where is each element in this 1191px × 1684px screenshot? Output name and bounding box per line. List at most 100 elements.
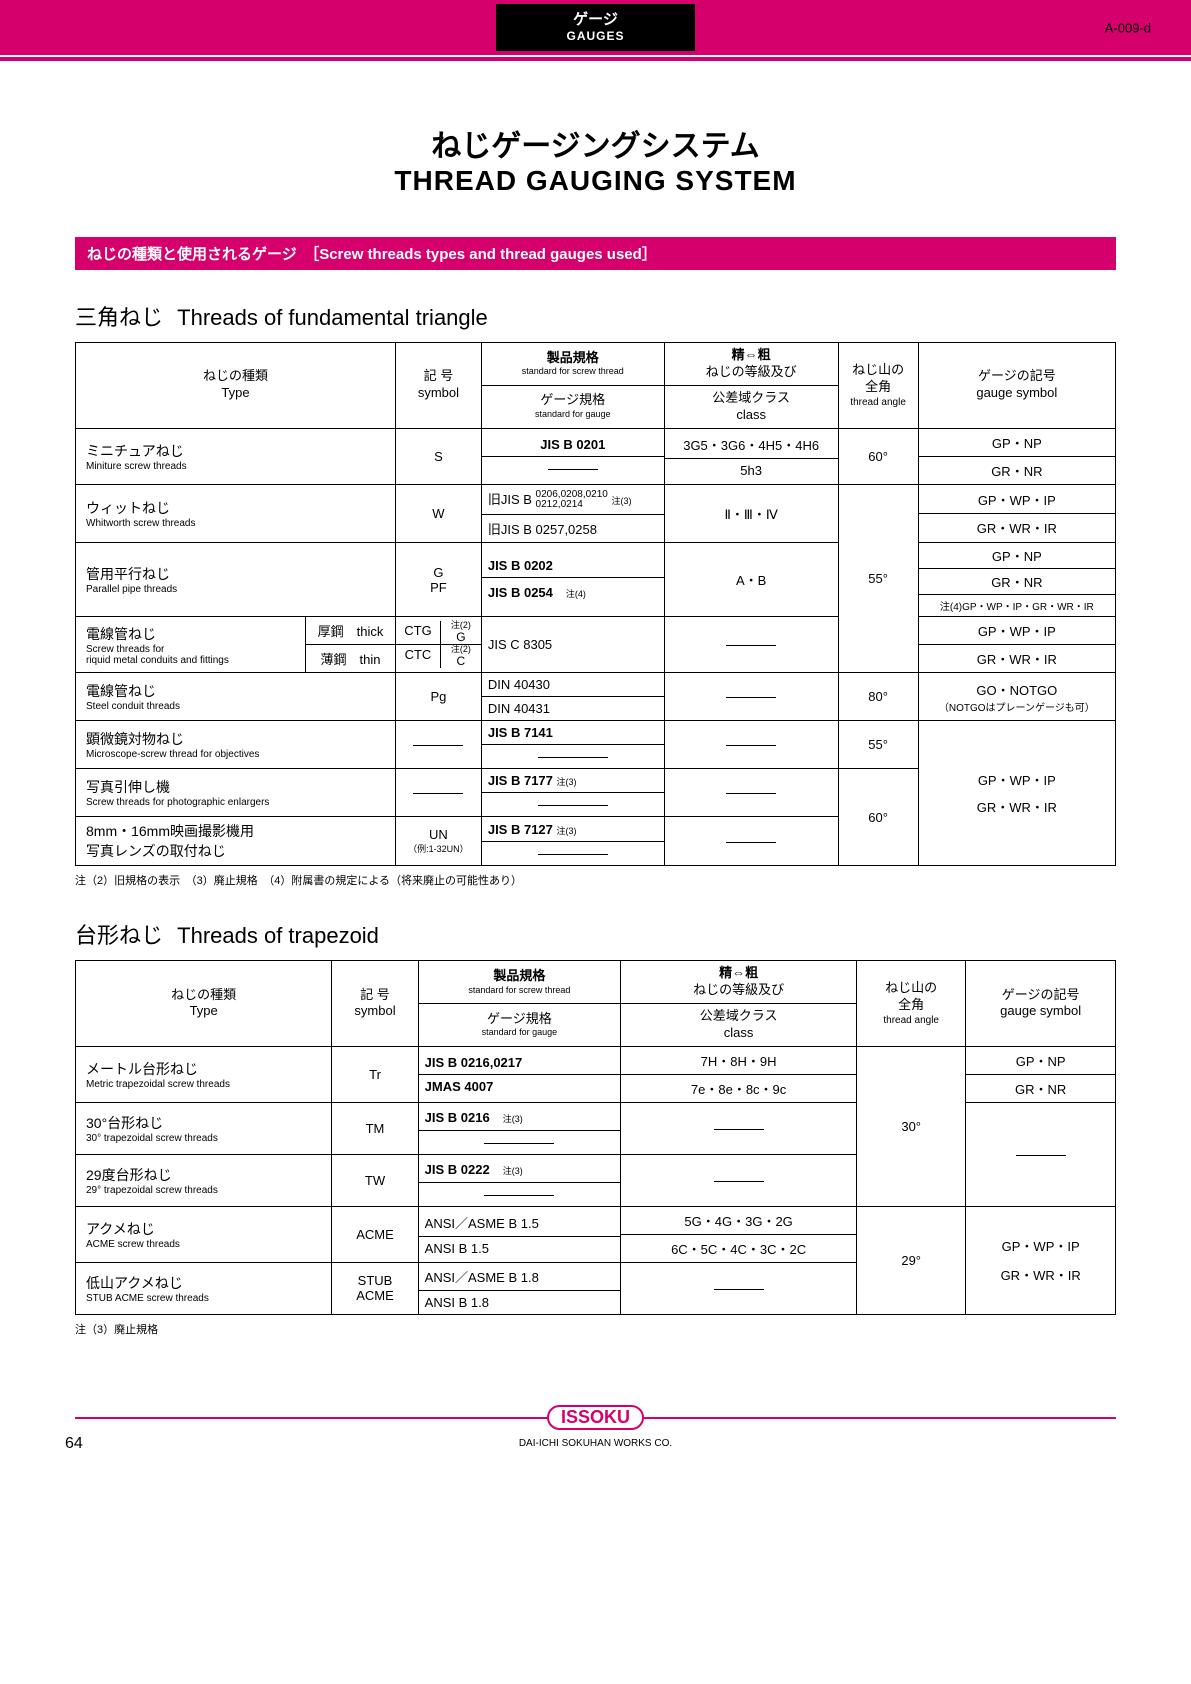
col-class-en: class — [736, 407, 766, 424]
thickness-cell: 厚鋼 thick 薄鋼 thin — [306, 617, 396, 673]
type-cell: 8mm・16mm映画撮影機用 写真レンズの取付ねじ — [76, 817, 396, 866]
col-class-jp3: 公差域クラス — [700, 1008, 778, 1025]
class-cell — [664, 817, 838, 866]
gauge-value: GR・WR・IR — [972, 1265, 1109, 1284]
thin-jp: 薄鋼 — [321, 652, 347, 667]
class-value: 7e・8e・8c・9c — [621, 1075, 856, 1102]
angle-cell: 55° — [838, 721, 918, 769]
type-en: 29° trapezoidal screw threads — [86, 1185, 325, 1196]
col-symbol: 記 号 symbol — [396, 343, 482, 429]
col-angle-jp2: 全角 — [898, 997, 924, 1014]
std-cell: JIS B 7127 注(3) — [481, 817, 664, 866]
std-value: JIS B 0202 — [488, 558, 553, 573]
col-class-top: 精⇔粗 ねじの等級及び — [664, 343, 838, 386]
gauge-cell: GP・NP GR・NR — [918, 428, 1115, 484]
gauge-value: GP・WP・IP — [972, 1236, 1109, 1255]
std-cell: ANSI／ASME B 1.5 ANSI B 1.5 — [418, 1206, 621, 1262]
class-cell: 5G・4G・3G・2G 6C・5C・4C・3C・2C — [621, 1206, 857, 1262]
col-angle-en: thread angle — [850, 396, 906, 409]
std-cell: JIS B 7141 — [481, 721, 664, 769]
table-row: アクメねじ ACME screw threads ACME ANSI／ASME … — [76, 1206, 1116, 1262]
col-type-en: Type — [190, 1003, 218, 1020]
angle-cell: 30° — [857, 1046, 966, 1206]
std-cell: DIN 40430 DIN 40431 — [481, 673, 664, 721]
blank-line — [484, 1143, 554, 1144]
symbol-cell: TW — [332, 1154, 418, 1206]
col-std-gauge-en: standard for gauge — [482, 1027, 558, 1039]
std-value: ANSI／ASME B 1.8 — [419, 1263, 621, 1291]
type-cell: メートル台形ねじ Metric trapezoidal screw thread… — [76, 1046, 332, 1102]
table-row: ウィットねじ Whitworth screw threads W 旧JIS B … — [76, 484, 1116, 543]
section-heading: ねじの種類と使用されるゲージ ［Screw threads types and … — [75, 237, 1116, 270]
gauge-cell: GP・WP・IP GR・WR・IR — [918, 617, 1115, 673]
table-row: 顕微鏡対物ねじ Microscope-screw thread for obje… — [76, 721, 1116, 769]
col-std-gauge-jp: ゲージ規格 — [487, 1011, 552, 1028]
symbol-cell: TM — [332, 1102, 418, 1154]
gauge-cell: GO・NOTGO （NOTGOはプレーンゲージも可） — [918, 673, 1115, 721]
blank-line — [413, 745, 463, 746]
col-gauge: ゲージの記号 gauge symbol — [966, 961, 1116, 1047]
document-code: A-009-d — [1105, 20, 1151, 35]
table-row: 電線管ねじ Steel conduit threads Pg DIN 40430… — [76, 673, 1116, 721]
symbol-cell: STUB ACME — [332, 1262, 418, 1314]
col-class-jp2: ねじの等級及び — [706, 364, 797, 381]
class-value: 5h3 — [665, 459, 838, 482]
std-value: ANSI B 1.5 — [419, 1237, 621, 1260]
angle-cell: 55° — [838, 484, 918, 673]
blank-line — [726, 697, 776, 698]
type-en-1: Screw threads for — [86, 644, 299, 655]
footer-company: DAI-ICHI SOKUHAN WORKS CO. — [75, 1438, 1116, 1449]
sym-c: C — [441, 655, 481, 668]
type-en-2: riquid metal conduits and fittings — [86, 655, 299, 666]
gauge-cell: GP・NP GR・NR 注(4)GP・WP・IP・GR・WR・IR — [918, 543, 1115, 617]
page-content: ねじゲージングシステム THREAD GAUGING SYSTEM ねじの種類と… — [0, 61, 1191, 1469]
class-cell — [621, 1154, 857, 1206]
trapezoid-subheading: 台形ねじ Threads of trapezoid — [75, 918, 1116, 950]
col-symbol: 記 号 symbol — [332, 961, 418, 1047]
col-class-bot: 公差域クラス class — [621, 1003, 857, 1046]
blank-line — [548, 469, 598, 470]
std-value: JMAS 4007 — [425, 1079, 494, 1094]
type-en: STUB ACME screw threads — [86, 1293, 325, 1304]
col-gauge-en: gauge symbol — [976, 385, 1057, 402]
gauge-value: GP・NP — [919, 543, 1115, 569]
col-angle-jp1: ねじ山の — [852, 362, 904, 379]
std-cell: JIS C 8305 — [481, 617, 664, 673]
gauge-value: GP・NP — [966, 1047, 1115, 1075]
sym-un: UN — [402, 827, 475, 842]
sym-1: STUB — [338, 1273, 411, 1288]
triangle-jp: 三角ねじ — [75, 305, 163, 330]
blank-line — [714, 1129, 764, 1130]
type-jp: ウィットねじ — [86, 498, 389, 518]
class-cell — [664, 617, 838, 673]
type-jp: 顕微鏡対物ねじ — [86, 729, 389, 749]
footer-logo: ISSOKU — [547, 1405, 644, 1430]
blank-line — [1016, 1155, 1066, 1156]
angle-cell: 80° — [838, 673, 918, 721]
gauge-cell: GP・NP GR・NR — [966, 1046, 1116, 1102]
std-value: JIS B 7177 — [488, 773, 553, 788]
gauge-value: GR・NR — [966, 1075, 1115, 1102]
table-row: 電線管ねじ Screw threads for riquid metal con… — [76, 617, 1116, 673]
trapezoid-en: Threads of trapezoid — [177, 923, 379, 948]
thin-en: thin — [360, 652, 381, 667]
sym-1: G — [402, 565, 475, 580]
std-cell: JIS B 0202 JIS B 0254 注(4) — [481, 543, 664, 617]
std-cell: JIS B 0222 注(3) — [418, 1154, 621, 1206]
type-cell: 電線管ねじ Screw threads for riquid metal con… — [76, 617, 306, 673]
std-cell: JIS B 7177 注(3) — [481, 769, 664, 817]
col-std-screw-jp: 製品規格 — [547, 350, 599, 367]
col-class-jp1: 精⇔粗 — [719, 965, 758, 982]
category-tab: ゲージ GAUGES — [496, 4, 694, 51]
std-prefix: 旧JIS B — [488, 492, 532, 507]
blank-line — [538, 805, 608, 806]
type-cell: ウィットねじ Whitworth screw threads — [76, 484, 396, 543]
blank-line — [714, 1181, 764, 1182]
col-std-screw-jp: 製品規格 — [493, 968, 545, 985]
type-jp-2: 写真レンズの取付ねじ — [86, 841, 389, 861]
blank-line — [726, 793, 776, 794]
type-jp: 電線管ねじ — [86, 624, 299, 644]
symbol-cell: ACME — [332, 1206, 418, 1262]
symbol-cell: UN （例:1-32UN） — [396, 817, 482, 866]
symbol-cell: Tr — [332, 1046, 418, 1102]
